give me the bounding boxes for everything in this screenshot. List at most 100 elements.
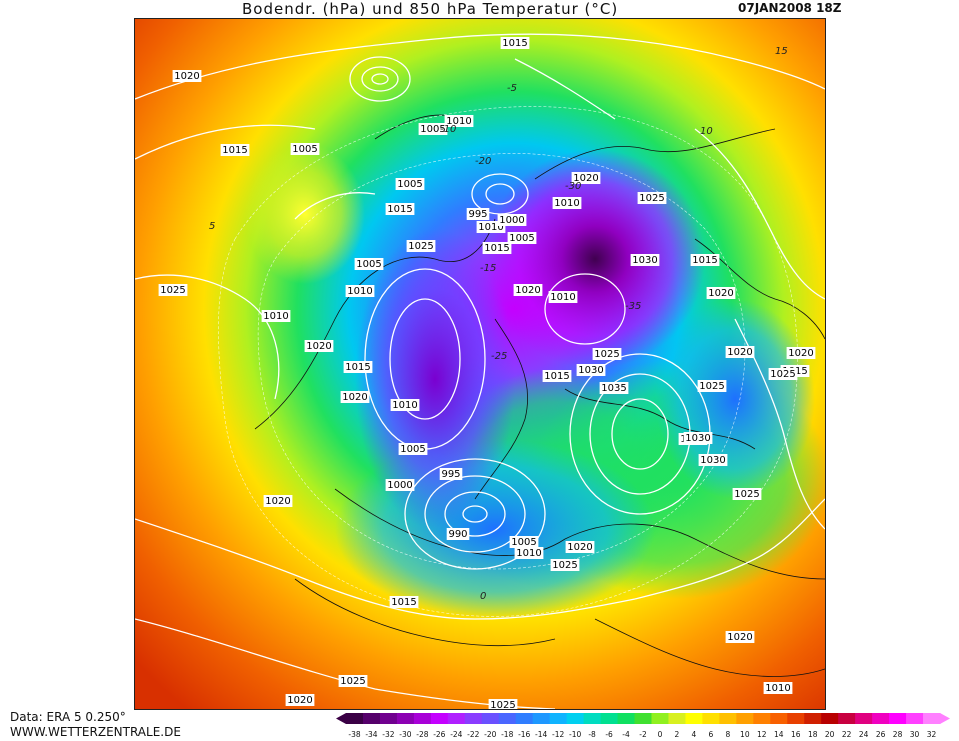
legend-tick-label: -20 [484,730,496,739]
svg-text:1025: 1025 [594,349,619,360]
legend-tick-label: 20 [825,730,835,739]
legend-swatch [651,713,669,724]
legend-swatch [821,713,839,724]
legend-swatch [549,713,568,724]
legend-tick-label: 2 [675,730,680,739]
legend-tick-label: 6 [708,730,713,739]
isobar-label: 1030 [698,454,728,466]
svg-text:1030: 1030 [700,455,725,466]
svg-text:1015: 1015 [544,371,569,382]
legend-swatch [804,713,822,724]
legend-tick-label: -28 [416,730,428,739]
isobar-label: 1010 [552,197,582,209]
svg-text:1010: 1010 [392,400,417,411]
isobar-label: 1025 [592,348,622,360]
isobars [135,33,825,709]
legend-swatch [362,713,381,724]
svg-text:1010: 1010 [263,311,288,322]
legend-swatch [583,713,602,724]
legend-tick-label: 22 [842,730,852,739]
weather-map: 1015 1020 1015 1005 1010 1005 1005 1015 995 1010 1… [134,18,826,710]
isotherm-label: -20 [475,156,491,167]
isobar-label: 1030 [630,254,660,266]
legend-tick-label: -34 [365,730,377,739]
svg-text:1025: 1025 [639,193,664,204]
warm-anomaly-west [245,144,365,284]
isobar-label: 1020 [786,347,816,359]
svg-text:1020: 1020 [265,496,290,507]
svg-text:1005: 1005 [400,444,425,455]
svg-text:1020: 1020 [174,71,199,82]
svg-text:1025: 1025 [552,560,577,571]
svg-text:1035: 1035 [601,383,626,394]
svg-text:1005: 1005 [397,179,422,190]
legend-tick-label: 30 [910,730,920,739]
legend-tick-label: -14 [535,730,547,739]
svg-text:995: 995 [468,209,487,220]
legend-arrow-right [940,713,950,724]
isobar-label: 1010 [548,291,578,303]
svg-text:1015: 1015 [345,362,370,373]
isobar-label: 1020 [725,631,755,643]
legend-swatch [515,713,534,724]
isobar-label: 1005 [418,123,448,135]
isotherm-label: -25 [491,351,507,362]
legend-tick-label: 12 [757,730,767,739]
color-legend: -38 -34 -32 -30 -28 -26 -24 -22 -20 -18 -16 -14 -12-… [336,712,958,741]
legend-swatch [600,713,619,724]
legend-swatch [838,713,856,724]
legend-swatch [617,713,636,724]
isobar-label: 1015 [385,203,415,215]
svg-text:1005: 1005 [511,537,536,548]
svg-text:1010: 1010 [347,286,372,297]
legend-tick-label: 32 [927,730,937,739]
svg-text:1005: 1005 [420,124,445,135]
isobar-label: 1020 [172,70,202,82]
legend-tick-label: -6 [605,730,613,739]
legend-swatch [430,713,449,724]
isobar-label: 1020 [340,391,370,403]
legend-arrow-left [336,713,346,724]
isobar-label: 1030 [576,364,606,376]
legend-swatch [498,713,517,724]
svg-text:1005: 1005 [292,144,317,155]
legend-swatch [889,713,907,724]
legend-tick-label: -16 [518,730,530,739]
isobar-label: 1020 [304,340,334,352]
isotherms [218,106,798,617]
isobar-label: 1000 [385,479,415,491]
isobar-label: 1035 [599,382,629,394]
isobar-label: 1010 [763,682,793,694]
legend-tick-label: 4 [692,730,697,739]
isobar-label: 1010 [390,399,420,411]
legend-swatch [685,713,703,724]
isobar-label: 1005 [354,258,384,270]
legend-tick-label: -24 [450,730,462,739]
isobar-label: 1010 [261,310,291,322]
svg-text:1025: 1025 [734,489,759,500]
svg-text:995: 995 [441,469,460,480]
legend-tick-label: -32 [382,730,394,739]
svg-text:1030: 1030 [578,365,603,376]
svg-text:1020: 1020 [727,347,752,358]
legend-tick-label: 10 [740,730,750,739]
svg-text:1020: 1020 [708,288,733,299]
legend-tick-label: -38 [348,730,360,739]
svg-text:1025: 1025 [408,241,433,252]
isobar-label: 1020 [706,287,736,299]
legend-swatch [634,713,652,724]
legend-swatch [872,713,890,724]
svg-text:1025: 1025 [770,369,795,380]
isobar-label: 1025 [338,675,368,687]
svg-text:1025: 1025 [699,381,724,392]
isobar-label: 1005 [398,443,428,455]
legend-tick-label: 16 [791,730,801,739]
legend-swatch [906,713,924,724]
legend-tick-label: -26 [433,730,445,739]
svg-text:1010: 1010 [446,116,471,127]
legend-swatch [702,713,720,724]
legend-tick-label: -4 [622,730,630,739]
isobar-label: 1025 [637,192,667,204]
svg-text:990: 990 [448,529,467,540]
